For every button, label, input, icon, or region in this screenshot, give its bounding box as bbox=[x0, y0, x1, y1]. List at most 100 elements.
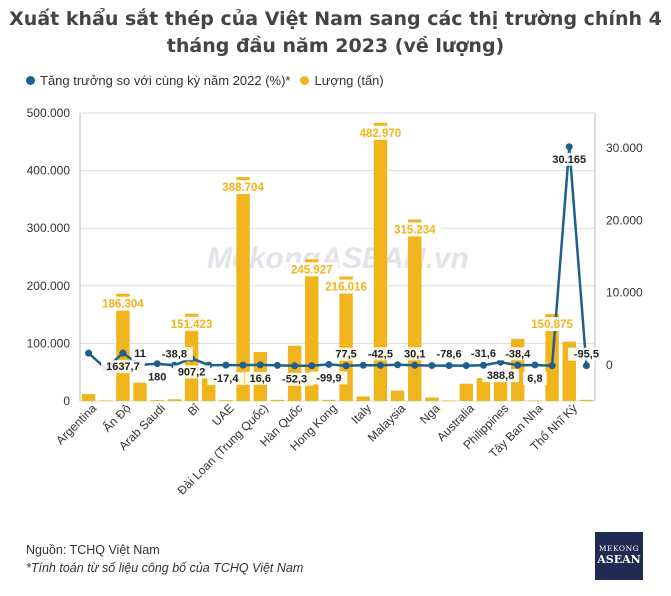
source-text: Nguồn: TCHQ Việt Nam bbox=[26, 543, 160, 557]
growth-point bbox=[153, 360, 161, 368]
line-value-label: -17,4 bbox=[213, 373, 239, 385]
bar bbox=[442, 400, 456, 401]
category-label: UAE bbox=[209, 401, 236, 428]
bar bbox=[270, 399, 285, 401]
line-label-bg bbox=[207, 372, 245, 386]
bar-value-label: 150.875 bbox=[531, 319, 573, 331]
source-block: Nguồn: TCHQ Việt Nam *Tính toán từ số li… bbox=[26, 541, 303, 577]
line-label-bg bbox=[482, 369, 520, 383]
category-label: Nga bbox=[417, 401, 443, 427]
growth-point bbox=[119, 349, 127, 357]
bar-value-label: 245.927 bbox=[291, 264, 333, 276]
growth-point bbox=[256, 361, 264, 369]
bar-label-bg bbox=[96, 296, 150, 311]
bar-value-label: 151.423 bbox=[171, 319, 213, 331]
growth-point bbox=[462, 362, 470, 370]
bar bbox=[356, 396, 370, 401]
bar-value-label: 482.970 bbox=[360, 128, 402, 140]
bar bbox=[476, 377, 491, 401]
growth-point bbox=[376, 361, 384, 369]
bar bbox=[150, 400, 164, 401]
legend: Tăng trưởng so với cùng kỳ năm 2022 (%)*… bbox=[26, 73, 394, 88]
line-label-bg bbox=[245, 371, 276, 385]
bar bbox=[528, 400, 542, 401]
line-label-bg bbox=[464, 347, 502, 361]
y2-tick-label: 30.000 bbox=[606, 141, 643, 155]
legend-item-growth[interactable]: Tăng trưởng so với cùng kỳ năm 2022 (%)* bbox=[26, 73, 290, 88]
line-value-label: 907,2 bbox=[178, 366, 206, 378]
line-label-bg bbox=[567, 347, 605, 361]
bar-label-bg bbox=[353, 125, 407, 140]
line-label-bg bbox=[173, 365, 211, 379]
growth-point bbox=[291, 362, 299, 370]
growth-point bbox=[548, 362, 556, 370]
growth-point bbox=[394, 361, 402, 369]
line-value-label: 77,5 bbox=[335, 349, 356, 361]
line-value-label: 11 bbox=[134, 348, 146, 360]
line-label-bg bbox=[523, 371, 547, 385]
line-label-bg bbox=[430, 347, 468, 361]
chart-title: Xuất khẩu sắt thép của Việt Nam sang các… bbox=[9, 8, 662, 57]
category-label: Argentina bbox=[53, 401, 99, 447]
growth-point bbox=[342, 362, 350, 370]
legend-bar-swatch bbox=[300, 76, 310, 85]
growth-point bbox=[308, 362, 316, 370]
line-label-bg bbox=[310, 371, 348, 385]
line-value-label: -31,6 bbox=[471, 348, 496, 360]
note-text: *Tính toán từ số liệu công bố của TCHQ V… bbox=[26, 561, 304, 575]
legend-line-swatch bbox=[26, 76, 35, 85]
bar bbox=[219, 400, 233, 401]
line-value-label: -38,8 bbox=[162, 348, 187, 360]
bar bbox=[408, 219, 422, 401]
bar bbox=[390, 390, 405, 401]
bar bbox=[425, 397, 439, 401]
line-value-label: 30,1 bbox=[404, 348, 425, 360]
line-label-bg bbox=[131, 346, 149, 360]
mekong-asean-logo: MEKONG ASEAN bbox=[595, 532, 643, 580]
bar bbox=[322, 399, 336, 401]
growth-point bbox=[445, 362, 453, 370]
growth-point bbox=[514, 361, 522, 369]
bar bbox=[459, 383, 473, 401]
category-label: Bỉ bbox=[185, 401, 203, 419]
growth-point bbox=[359, 361, 367, 369]
line-label-bg bbox=[101, 360, 145, 374]
bar-label-bg bbox=[319, 279, 373, 294]
line-value-label: -52,3 bbox=[282, 374, 307, 386]
y2-tick-label: 0 bbox=[606, 358, 613, 372]
line-label-bg bbox=[145, 370, 170, 384]
bar bbox=[493, 380, 508, 401]
category-label: Italy bbox=[348, 401, 373, 426]
logo-line-2: ASEAN bbox=[597, 553, 641, 566]
legend-volume-label: Lượng (tấn) bbox=[314, 73, 384, 88]
line-value-label: -95,5 bbox=[574, 349, 599, 361]
bar-label-bg bbox=[165, 316, 219, 331]
line-label-bg bbox=[276, 372, 314, 386]
growth-point bbox=[565, 143, 573, 151]
bar-label-bg bbox=[388, 222, 442, 237]
bar bbox=[373, 122, 388, 402]
bar bbox=[236, 177, 250, 401]
y-tick-label: 200.000 bbox=[27, 279, 71, 293]
line-label-bg bbox=[499, 347, 537, 361]
y2-tick-label: 10.000 bbox=[606, 286, 643, 300]
bar bbox=[81, 394, 96, 401]
bar bbox=[133, 382, 147, 401]
legend-item-volume[interactable]: Lượng (tấn) bbox=[300, 73, 384, 88]
line-value-label: -78,6 bbox=[437, 349, 462, 361]
bar bbox=[116, 293, 130, 401]
line-value-label: 6,8 bbox=[527, 373, 542, 385]
bar-value-label: 315.234 bbox=[394, 224, 436, 236]
line-value-label: -38,4 bbox=[505, 348, 531, 360]
y-tick-label: 300.000 bbox=[27, 221, 71, 235]
growth-point bbox=[531, 361, 539, 369]
logo-line-1: MEKONG bbox=[598, 544, 640, 553]
bar-value-label: 216.016 bbox=[325, 282, 367, 294]
bar-label-bg bbox=[525, 317, 579, 332]
growth-point bbox=[428, 362, 436, 370]
line-label-bg bbox=[547, 152, 592, 166]
y2-tick-label: 20.000 bbox=[606, 213, 643, 227]
bar bbox=[99, 400, 113, 401]
bar-label-bg bbox=[216, 180, 270, 195]
